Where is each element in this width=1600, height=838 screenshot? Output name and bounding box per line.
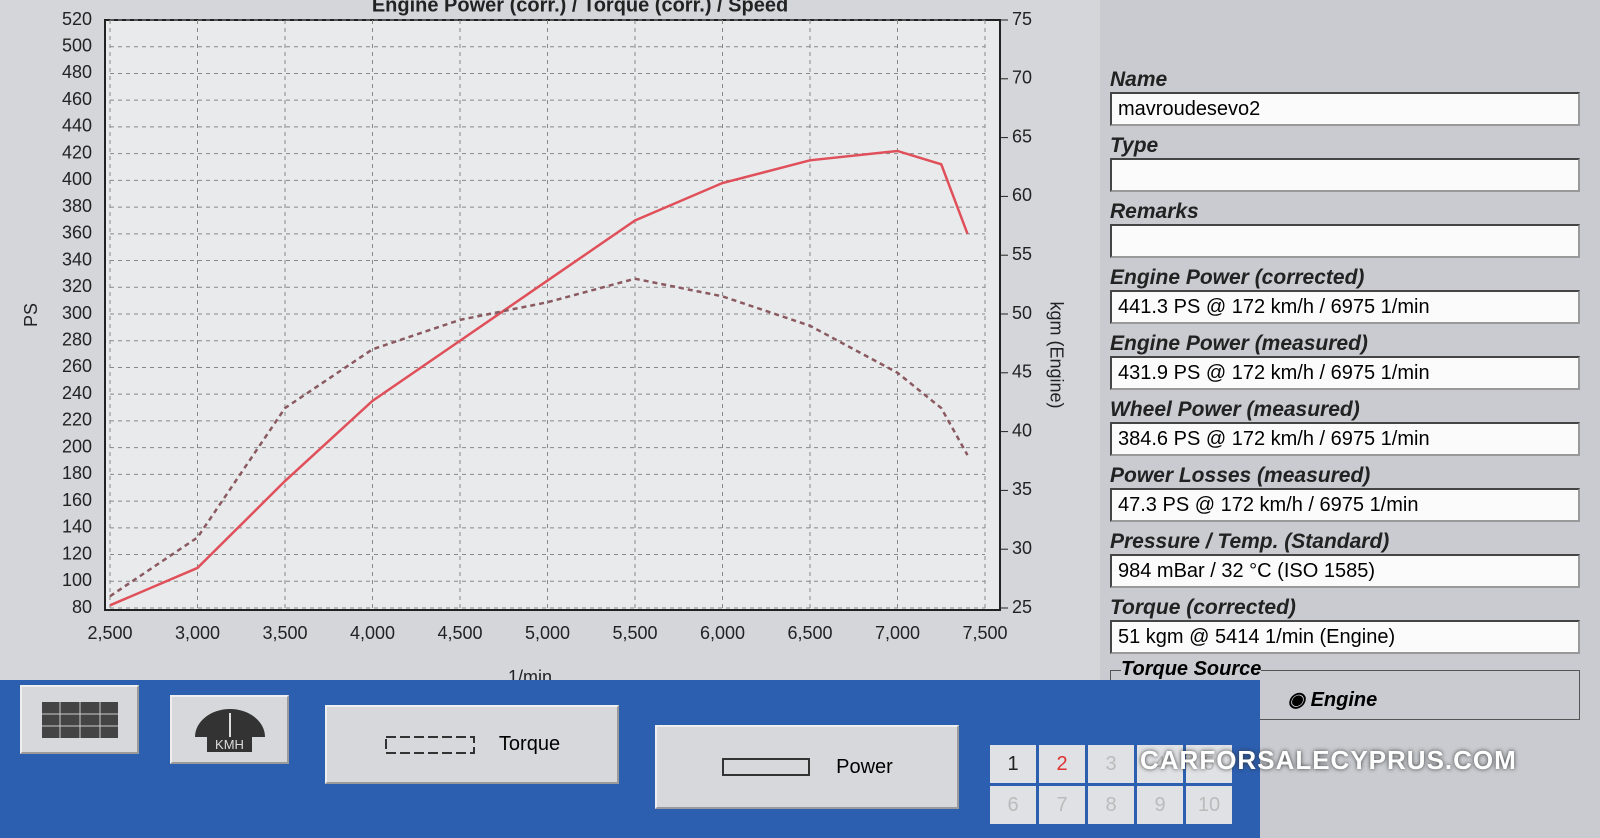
y-axis-label: PS: [21, 303, 41, 327]
field-value[interactable]: [1110, 158, 1580, 192]
field-label: Name: [1110, 68, 1168, 91]
x-tick-label: 7,500: [962, 623, 1007, 643]
field-value[interactable]: 984 mBar / 32 °C (ISO 1585): [1110, 554, 1580, 588]
plot-area: [104, 19, 1001, 611]
field-value[interactable]: 51 kgm @ 5414 1/min (Engine): [1110, 620, 1580, 654]
y2-tick-label: 65: [1012, 126, 1032, 146]
series-line: [109, 277, 969, 598]
y2-tick-label: 40: [1012, 420, 1032, 440]
y-tick-label: 140: [62, 517, 92, 537]
page-button[interactable]: 5: [1186, 745, 1232, 783]
y-tick-label: 120: [62, 543, 92, 563]
gauge-icon: [194, 709, 265, 737]
chart-title: Engine Power (corr.) / Torque (corr.) / …: [372, 0, 788, 16]
field-value[interactable]: 384.6 PS @ 172 km/h / 6975 1/min: [1110, 422, 1580, 456]
page-button[interactable]: 8: [1088, 786, 1134, 824]
y-tick-label: 420: [62, 142, 92, 162]
y-tick-label: 220: [62, 410, 92, 430]
y-tick-label: 480: [62, 62, 92, 82]
speed-button[interactable]: KMH: [170, 695, 289, 764]
x-tick-label: 3,000: [175, 623, 220, 643]
field-value[interactable]: mavroudesevo2: [1110, 92, 1580, 126]
y2-axis-label: kgm (Engine): [1046, 301, 1066, 408]
page-button[interactable]: 6: [990, 786, 1036, 824]
y2-tick-label: 60: [1012, 185, 1032, 205]
y-tick-label: 180: [62, 463, 92, 483]
x-tick-label: 5,500: [612, 623, 657, 643]
table-button[interactable]: [20, 685, 139, 754]
x-tick-label: 4,500: [437, 623, 482, 643]
y-tick-label: 300: [62, 303, 92, 323]
y-tick-label: 320: [62, 276, 92, 296]
field-label: Torque (corrected): [1110, 596, 1296, 619]
field-value[interactable]: 441.3 PS @ 172 km/h / 6975 1/min: [1110, 290, 1580, 324]
torque-legend-swatch: [384, 735, 475, 754]
field-label: Engine Power (measured): [1110, 332, 1368, 355]
y-tick-label: 380: [62, 196, 92, 216]
page-buttons: 1 2 3 4 5 6 7 8 9 10: [990, 745, 1232, 824]
page-button[interactable]: 4: [1137, 745, 1183, 783]
field-label: Engine Power (corrected): [1110, 266, 1365, 289]
info-panel: Name mavroudesevo2 Type Remarks Engine Power…: [1110, 60, 1580, 720]
legend-label: Torque: [498, 733, 561, 755]
field-value[interactable]: 431.9 PS @ 172 km/h / 6975 1/min: [1110, 356, 1580, 390]
y-tick-label: 80: [72, 597, 92, 617]
y-tick-label: 440: [62, 116, 92, 136]
x-tick-label: 5,000: [525, 623, 570, 643]
radio-label: Engine: [1310, 689, 1378, 711]
y-tick-label: 280: [62, 329, 92, 349]
group-label: Torque Source: [1121, 658, 1262, 681]
radio-dot: ◉: [1287, 689, 1311, 711]
x-tick-label: 6,000: [700, 623, 745, 643]
y2-tick-label: 55: [1012, 244, 1032, 264]
y-tick-label: 460: [62, 89, 92, 109]
y-tick-label: 260: [62, 356, 92, 376]
y-tick-label: 240: [62, 383, 92, 403]
y2-tick-label: 35: [1012, 479, 1032, 499]
field-label: Remarks: [1110, 200, 1199, 223]
speed-icon-label: KMH: [207, 737, 252, 752]
power-legend-swatch: [722, 758, 811, 776]
y-tick-label: 160: [62, 490, 92, 510]
field-label: Power Losses (measured): [1110, 464, 1371, 487]
y2-tick-label: 30: [1012, 538, 1032, 558]
watermark: CARFORSALECYPRUS.COM: [1140, 745, 1517, 775]
field-label: Pressure / Temp. (Standard): [1110, 530, 1390, 553]
page-button[interactable]: 3: [1088, 745, 1134, 783]
y2-tick-label: 70: [1012, 68, 1032, 88]
y2-tick-label: 25: [1012, 597, 1032, 617]
y2-tick-label: 75: [1012, 9, 1032, 29]
radio-option[interactable]: ◉ Engine: [1288, 689, 1378, 711]
page-button[interactable]: 10: [1186, 786, 1232, 824]
y-tick-label: 200: [62, 436, 92, 456]
y-tick-label: 100: [62, 570, 92, 590]
x-tick-label: 6,500: [787, 623, 832, 643]
x-tick-label: 7,000: [875, 623, 920, 643]
y2-tick-label: 50: [1012, 303, 1032, 323]
page-button[interactable]: 9: [1137, 786, 1183, 824]
field-value[interactable]: [1110, 224, 1580, 258]
torque-button[interactable]: Torque: [325, 705, 619, 784]
y-tick-label: 500: [62, 35, 92, 55]
y-tick-label: 340: [62, 249, 92, 269]
page-button[interactable]: 2: [1039, 745, 1085, 783]
chart: Engine Power (corr.) / Torque (corr.) / …: [0, 0, 1100, 700]
y2-tick-label: 45: [1012, 362, 1032, 382]
legend-label: Power: [836, 755, 893, 778]
field-label: Type: [1110, 134, 1159, 157]
y-tick-label: 400: [62, 169, 92, 189]
x-tick-label: 4,000: [350, 623, 395, 643]
y-tick-label: 360: [62, 223, 92, 243]
table-icon: [41, 701, 118, 738]
x-tick-label: 2,500: [87, 623, 132, 643]
series-line: [109, 149, 969, 607]
y-tick-label: 520: [62, 9, 92, 29]
page-button[interactable]: 7: [1039, 786, 1085, 824]
field-label: Wheel Power (measured): [1110, 398, 1360, 421]
page-button[interactable]: 1: [990, 745, 1036, 783]
field-value[interactable]: 47.3 PS @ 172 km/h / 6975 1/min: [1110, 488, 1580, 522]
x-tick-label: 3,500: [262, 623, 307, 643]
power-button[interactable]: Power: [655, 725, 959, 809]
